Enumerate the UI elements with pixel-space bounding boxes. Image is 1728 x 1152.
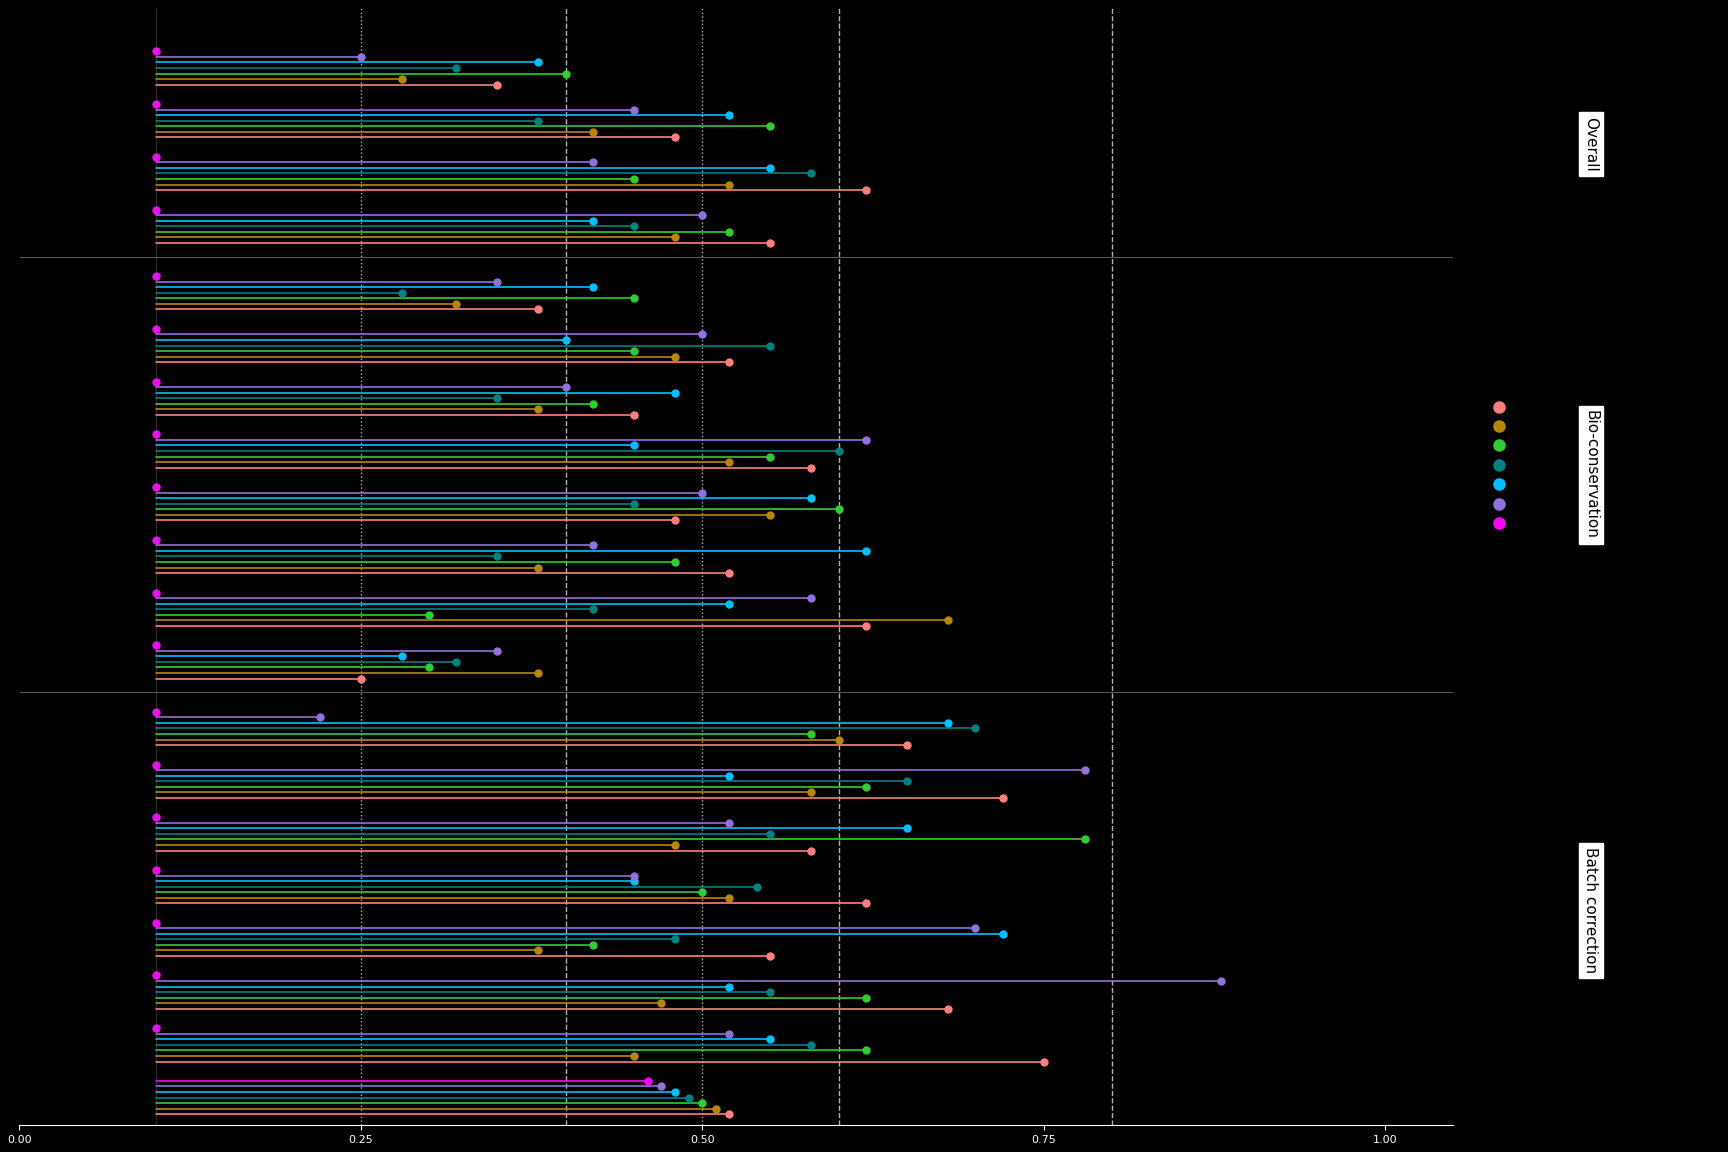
Text: Bio-conservation: Bio-conservation bbox=[1583, 410, 1598, 539]
Text: Batch correction: Batch correction bbox=[1583, 847, 1598, 973]
Text: Overall: Overall bbox=[1583, 118, 1598, 172]
